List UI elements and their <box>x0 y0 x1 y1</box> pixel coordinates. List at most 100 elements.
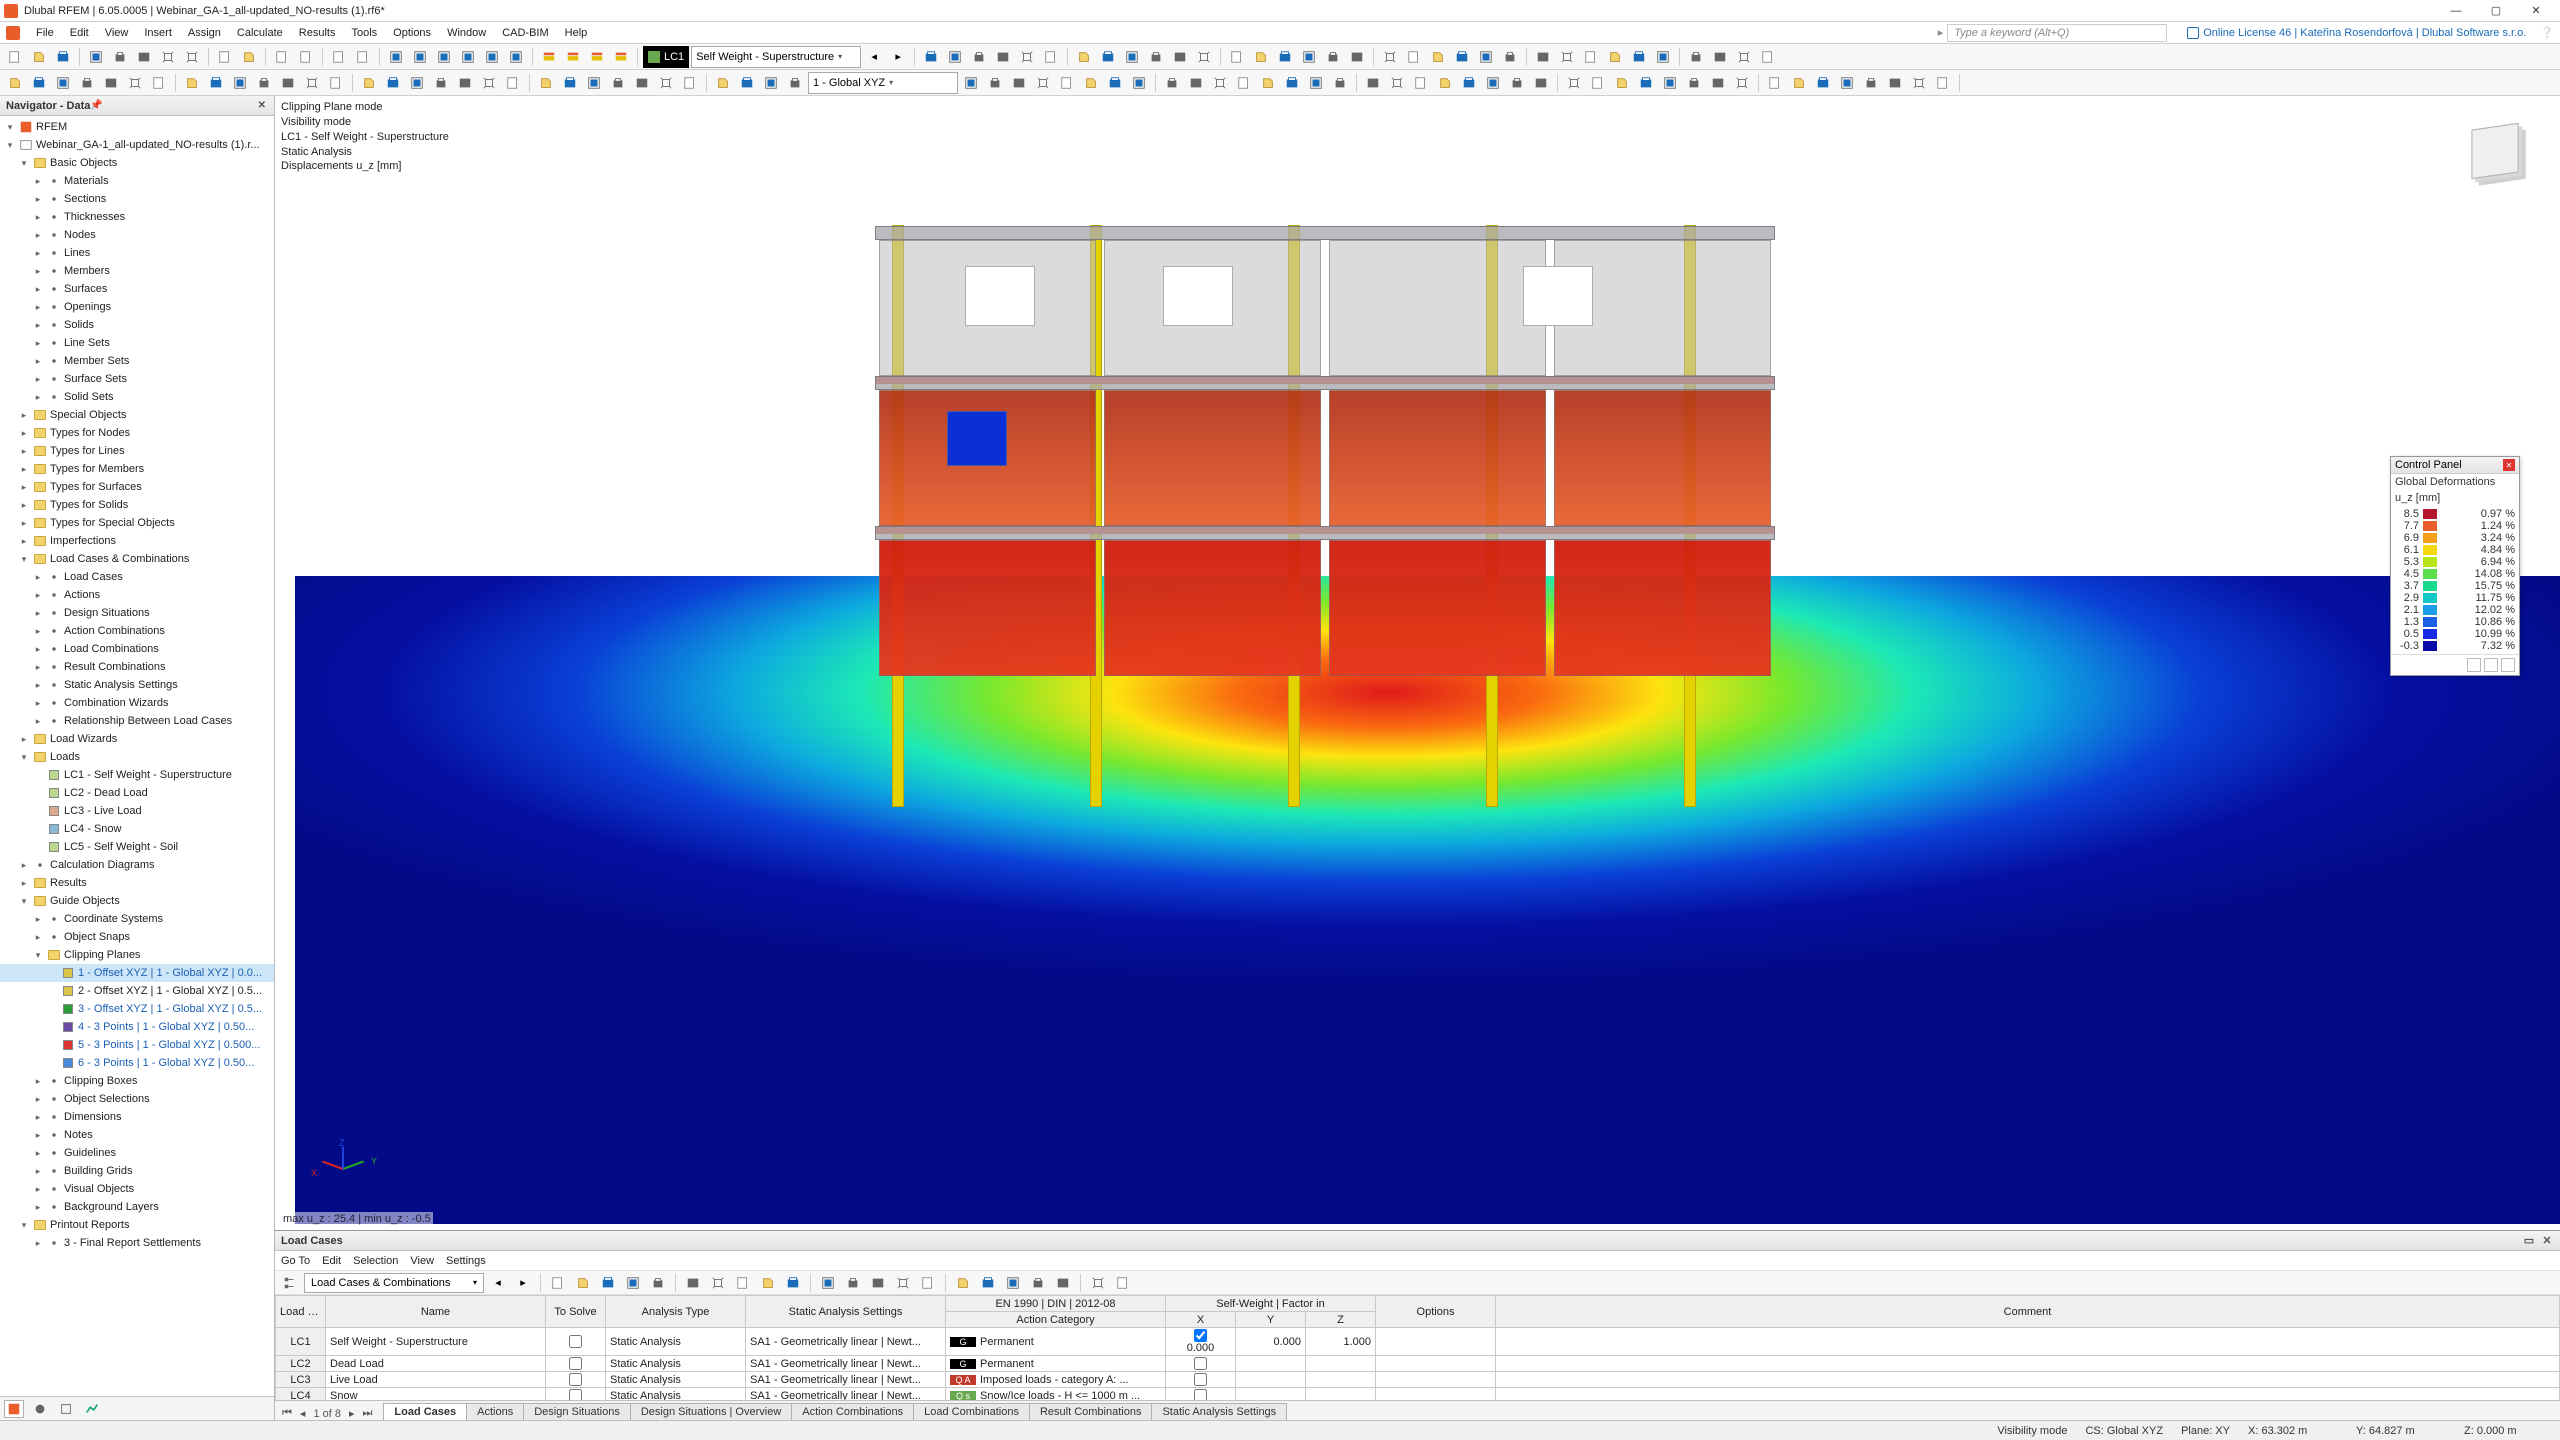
tree-twisty[interactable]: ▸ <box>32 1202 44 1213</box>
tree-twisty[interactable]: ▸ <box>18 734 30 745</box>
navigator-close-icon[interactable]: ✕ <box>256 100 268 111</box>
tree-row[interactable]: ▸Line Sets <box>0 334 274 352</box>
menu-assign[interactable]: Assign <box>180 27 229 39</box>
table-toolbar-button[interactable] <box>1112 1272 1134 1294</box>
tree-row[interactable]: ▸Design Situations <box>0 604 274 622</box>
toolbar-button[interactable] <box>1685 46 1707 68</box>
toolbar-button[interactable] <box>583 72 605 94</box>
toolbar-button[interactable] <box>784 72 806 94</box>
toolbar-button[interactable] <box>454 72 476 94</box>
table-toolbar-button[interactable] <box>622 1272 644 1294</box>
table-toolbar-button[interactable] <box>952 1272 974 1294</box>
toolbar-button[interactable] <box>1403 46 1425 68</box>
tree-row[interactable]: ▾Load Cases & Combinations <box>0 550 274 568</box>
toolbar-button[interactable] <box>1305 72 1327 94</box>
table-menu-view[interactable]: View <box>410 1255 434 1267</box>
toolbar-button[interactable] <box>1604 46 1626 68</box>
toolbar-button[interactable] <box>181 72 203 94</box>
toolbar-button[interactable] <box>992 46 1014 68</box>
tree-row[interactable]: ▸Member Sets <box>0 352 274 370</box>
nav-tab-display[interactable] <box>30 1400 50 1418</box>
tree-twisty[interactable]: ▸ <box>32 680 44 691</box>
tree-twisty[interactable]: ▸ <box>18 410 30 421</box>
tree-twisty[interactable]: ▸ <box>32 248 44 259</box>
sw-checkbox[interactable] <box>1194 1357 1207 1370</box>
toolbar-button[interactable] <box>1707 72 1729 94</box>
license-info[interactable]: Online License 46 | Kateřina Rosendorfov… <box>2187 26 2554 39</box>
table-tab[interactable]: Static Analysis Settings <box>1151 1403 1287 1420</box>
tree-twisty[interactable]: ▸ <box>32 392 44 403</box>
toolbar-button[interactable] <box>1611 72 1633 94</box>
tree-row[interactable]: LC1 - Self Weight - Superstructure <box>0 766 274 784</box>
toolbar-button[interactable] <box>586 46 608 68</box>
toolbar-nav[interactable]: ▸ <box>887 46 909 68</box>
toolbar-button[interactable] <box>655 72 677 94</box>
tree-row[interactable]: LC4 - Snow <box>0 820 274 838</box>
menu-options[interactable]: Options <box>385 27 439 39</box>
toolbar-button[interactable] <box>1532 46 1554 68</box>
table-close-icon[interactable]: ✕ <box>2540 1234 2554 1248</box>
tree-twisty[interactable]: ▾ <box>18 554 30 565</box>
tree-twisty[interactable]: ▾ <box>18 1220 30 1231</box>
tree-twisty[interactable]: ▸ <box>32 698 44 709</box>
table-toolbar-button[interactable] <box>682 1272 704 1294</box>
toolbar-button[interactable] <box>28 46 50 68</box>
toolbar-button[interactable] <box>1860 72 1882 94</box>
toolbar-button[interactable] <box>85 46 107 68</box>
tree-twisty[interactable]: ▸ <box>32 284 44 295</box>
tree-row[interactable]: ▸Result Combinations <box>0 658 274 676</box>
toolbar-button[interactable] <box>562 46 584 68</box>
toolbar-button[interactable] <box>1499 46 1521 68</box>
tree-twisty[interactable]: ▸ <box>32 320 44 331</box>
tree-twisty[interactable]: ▸ <box>32 1076 44 1087</box>
toolbar-button[interactable] <box>1121 46 1143 68</box>
table-tab[interactable]: Actions <box>466 1403 524 1420</box>
tree-row[interactable]: ▸Solids <box>0 316 274 334</box>
tree-row[interactable]: ▸Coordinate Systems <box>0 910 274 928</box>
table-menu-settings[interactable]: Settings <box>446 1255 486 1267</box>
toolbar-button[interactable] <box>1652 46 1674 68</box>
legend-opt-2[interactable] <box>2484 658 2498 672</box>
legend-opt-1[interactable] <box>2467 658 2481 672</box>
tree-twisty[interactable]: ▾ <box>18 896 30 907</box>
tree-row[interactable]: ▸Relationship Between Load Cases <box>0 712 274 730</box>
tree-row[interactable]: ▸Surfaces <box>0 280 274 298</box>
table-toolbar-button[interactable] <box>647 1272 669 1294</box>
toolbar-button[interactable] <box>133 46 155 68</box>
toolbar-button[interactable] <box>1458 72 1480 94</box>
toolbar-button[interactable] <box>1506 72 1528 94</box>
tree-row[interactable]: ▸Notes <box>0 1126 274 1144</box>
toolbar-button[interactable] <box>352 46 374 68</box>
toolbar-button[interactable] <box>1032 72 1054 94</box>
toolbar-button[interactable] <box>1635 72 1657 94</box>
toolbar-button[interactable] <box>920 46 942 68</box>
toolbar-button[interactable] <box>960 72 982 94</box>
toolbar-button[interactable] <box>760 72 782 94</box>
tree-twisty[interactable]: ▸ <box>18 482 30 493</box>
toolbar-button[interactable] <box>1193 46 1215 68</box>
menu-results[interactable]: Results <box>291 27 344 39</box>
col-sas[interactable]: Static Analysis Settings <box>746 1296 946 1328</box>
tree-row[interactable]: 6 - 3 Points | 1 - Global XYZ | 0.50... <box>0 1054 274 1072</box>
table-toolbar-button[interactable] <box>817 1272 839 1294</box>
toolbar-button[interactable] <box>1731 72 1753 94</box>
toolbar-cs-dropdown[interactable]: 1 - Global XYZ▾ <box>808 72 958 94</box>
tree-twisty[interactable]: ▸ <box>32 1094 44 1105</box>
col-action-cat[interactable]: Action Category <box>946 1312 1166 1328</box>
toolbar-button[interactable] <box>430 72 452 94</box>
pin-icon[interactable]: 📌 <box>90 100 102 111</box>
toolbar-button[interactable] <box>52 72 74 94</box>
toolbar-button[interactable] <box>1556 46 1578 68</box>
tree-row[interactable]: ▸Types for Nodes <box>0 424 274 442</box>
tree-row[interactable]: ▸Visual Objects <box>0 1180 274 1198</box>
tree-row[interactable]: ▸Thicknesses <box>0 208 274 226</box>
tree-row[interactable]: ▸Results <box>0 874 274 892</box>
to-solve-checkbox[interactable] <box>569 1357 582 1370</box>
toolbar-button[interactable] <box>1226 46 1248 68</box>
toolbar-button[interactable] <box>1628 46 1650 68</box>
toolbar-button[interactable] <box>1128 72 1150 94</box>
col-group-standard[interactable]: EN 1990 | DIN | 2012-08 <box>946 1296 1166 1312</box>
toolbar-button[interactable] <box>100 72 122 94</box>
toolbar-button[interactable] <box>1482 72 1504 94</box>
toolbar-lc-tag[interactable]: LC1 <box>643 46 689 68</box>
